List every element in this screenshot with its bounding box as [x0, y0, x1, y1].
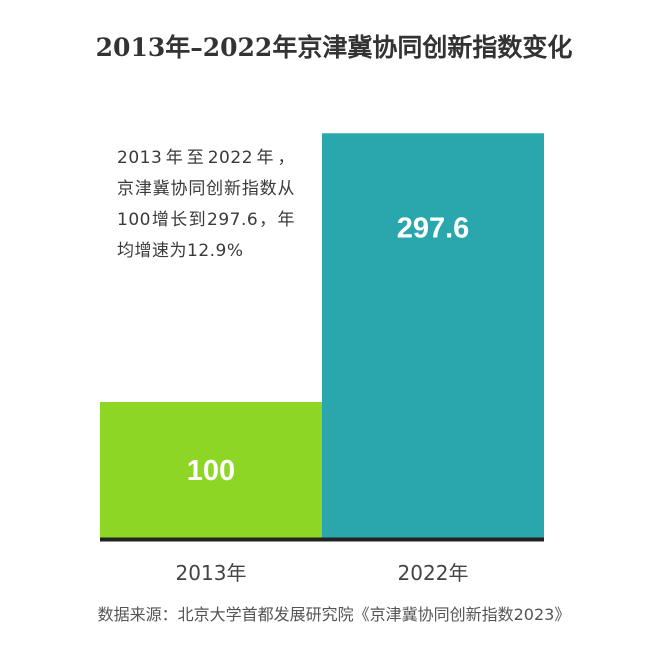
- x-tick-label-1: 2013年: [176, 561, 247, 585]
- bar-value-label-2: 297.6: [397, 212, 470, 244]
- bar-value-label-1: 100: [187, 455, 235, 487]
- bar-1: [100, 402, 322, 538]
- source-note: 数据来源：北京大学首都发展研究院《京津冀协同创新指数2023》: [97, 605, 571, 624]
- x-tick-label-2: 2022年: [398, 561, 469, 585]
- annotation-text: 2013年至2022年，京津冀协同创新指数从100增长到297.6，年均增速为1…: [117, 148, 295, 261]
- bar-2: [322, 133, 544, 539]
- chart-title: 2013年–2022年京津冀协同创新指数变化: [95, 33, 573, 62]
- bars-group: [100, 133, 544, 539]
- x-tick-labels-group: 2013年 2022年: [176, 561, 469, 585]
- value-labels-group: 100 297.6: [187, 212, 469, 487]
